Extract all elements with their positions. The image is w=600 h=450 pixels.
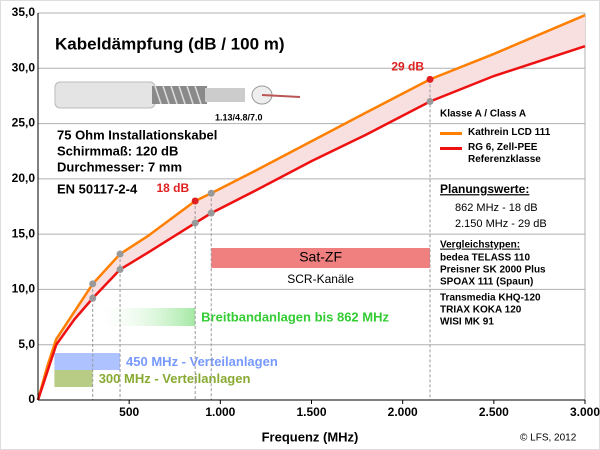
marker xyxy=(426,97,434,105)
compare: Preisner SK 2000 Plus xyxy=(440,265,546,276)
planning-title: Planungswerte: xyxy=(440,182,529,196)
value-label: 29 dB xyxy=(391,60,424,74)
spec: Durchmesser: 7 mm xyxy=(57,159,182,174)
band-sublabel: SCR-Kanäle xyxy=(287,272,354,286)
y-tick-label: 25,0 xyxy=(12,116,36,130)
legend-label: RG 6, Zell-PEE Referenzklasse xyxy=(468,142,541,165)
y-tick-label: 0 xyxy=(28,392,35,406)
x-tick-label: 1.500 xyxy=(296,405,326,419)
legend-entry: Kathrein LCD 111 xyxy=(438,127,588,139)
band xyxy=(211,248,431,268)
compare: TRIAX KOKA 120 xyxy=(440,305,522,316)
spec: Schirmmaß: 120 dB xyxy=(57,143,178,158)
class-label: Klasse A / Class A xyxy=(440,109,526,120)
spec: 75 Ohm Installationskabel xyxy=(57,127,217,142)
x-tick-label: 3.000 xyxy=(570,405,600,419)
legend-swatch xyxy=(440,147,462,150)
cable-image xyxy=(54,81,301,109)
y-tick-label: 35,0 xyxy=(12,5,36,19)
band xyxy=(54,353,121,370)
x-tick-label: 2.000 xyxy=(388,405,418,419)
band-label: Sat-ZF xyxy=(299,249,342,265)
y-tick-label: 10,0 xyxy=(12,282,36,296)
marker xyxy=(207,189,215,197)
marker xyxy=(191,219,199,227)
x-tick-label: 2.500 xyxy=(479,405,509,419)
compare-title: Vergleichstypen: xyxy=(440,240,520,251)
legend-label: Kathrein LCD 111 xyxy=(468,127,551,138)
chart-title: Kabeldämpfung (dB / 100 m) xyxy=(55,34,285,53)
marker xyxy=(426,75,434,83)
y-tick-label: 5,0 xyxy=(18,337,35,351)
band-label: 300 MHz - Verteilanlagen xyxy=(99,371,251,386)
y-tick-label: 30,0 xyxy=(12,60,36,74)
value-label: 18 dB xyxy=(156,181,189,195)
x-axis-label: Frequenz (MHz) xyxy=(262,429,359,444)
band xyxy=(92,308,196,326)
y-tick-label: 20,0 xyxy=(12,171,36,185)
fill-between xyxy=(38,15,585,401)
legend-entry: RG 6, Zell-PEE Referenzklasse xyxy=(438,142,588,166)
legend-swatch xyxy=(440,132,462,135)
copyright: © LFS, 2012 xyxy=(520,433,577,444)
y-tick-label: 15,0 xyxy=(12,226,36,240)
planning: 862 MHz - 18 dB xyxy=(455,202,538,214)
marker xyxy=(116,250,124,258)
marker xyxy=(191,197,199,205)
marker xyxy=(89,280,97,288)
x-tick-label: 1.000 xyxy=(205,405,235,419)
norm: EN 50117-2-4 xyxy=(57,181,138,196)
compare: WISI MK 91 xyxy=(440,317,494,328)
compare: Transmedia KHQ-120 xyxy=(440,293,541,304)
band xyxy=(54,370,93,387)
marker xyxy=(116,266,124,274)
marker xyxy=(89,294,97,302)
cable-code: 1.13/4.8/7.0 xyxy=(215,112,263,122)
band-label: Breitbandanlagen bis 862 MHz xyxy=(201,309,389,324)
compare: SPOAX 111 (Spaun) xyxy=(440,277,533,288)
marker xyxy=(207,209,215,217)
planning: 2.150 MHz - 29 dB xyxy=(455,218,547,230)
band-label: 450 MHz - Verteilanlagen xyxy=(126,354,278,369)
compare: bedea TELASS 110 xyxy=(440,253,530,264)
legend: Kathrein LCD 111 RG 6, Zell-PEE Referenzk… xyxy=(438,127,588,169)
x-tick-label: 500 xyxy=(119,405,139,419)
